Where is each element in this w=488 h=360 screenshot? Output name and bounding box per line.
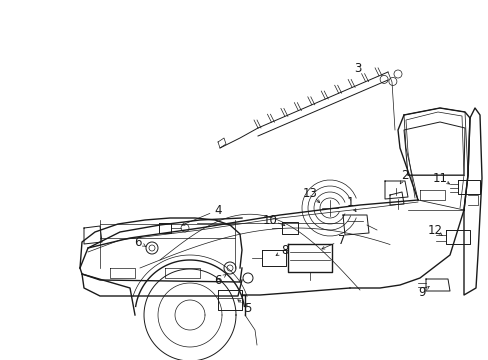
- Text: 12: 12: [427, 224, 442, 237]
- Text: 4: 4: [214, 203, 221, 216]
- Text: 9: 9: [417, 285, 425, 298]
- Text: 8: 8: [281, 243, 288, 257]
- Text: 13: 13: [302, 186, 317, 199]
- Text: 10: 10: [262, 213, 277, 226]
- Text: 7: 7: [338, 234, 345, 247]
- Text: 2: 2: [401, 168, 408, 181]
- Text: 1: 1: [346, 195, 353, 208]
- Text: 3: 3: [354, 62, 361, 75]
- Text: 5: 5: [244, 302, 251, 315]
- Text: 11: 11: [431, 171, 447, 185]
- Text: 6: 6: [214, 274, 221, 287]
- Text: 6: 6: [134, 235, 142, 248]
